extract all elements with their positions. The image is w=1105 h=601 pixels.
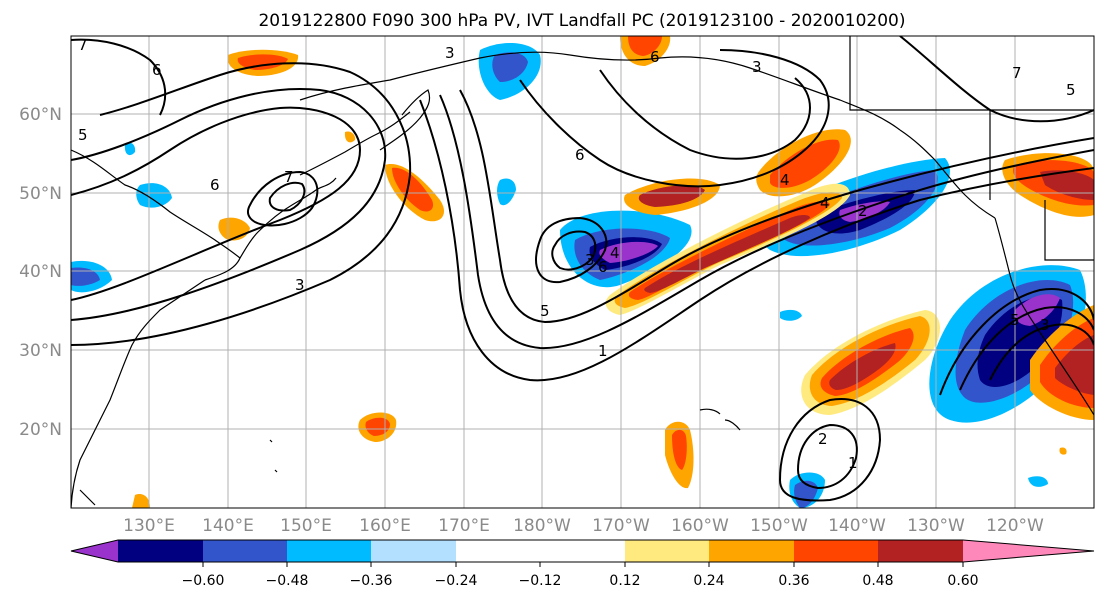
lat-label: 50°N [19,184,62,204]
lon-label: 160°E [359,516,411,536]
lat-label: 20°N [19,420,62,440]
colorbar-swatch [203,540,287,562]
contour-label: 6 [650,48,660,66]
lon-label: 140°W [828,516,886,536]
contour-label: 1 [598,342,608,360]
contour-label: 7 [1012,64,1022,82]
colorbar-tick-label: 0.12 [609,573,640,589]
contour-label: 1 [848,454,858,472]
graticule [71,36,1094,508]
contour-label: 3 [1040,316,1050,334]
colorbar-low-extend [71,540,118,562]
colorbar-outline [70,539,1095,563]
lon-label: 130°E [123,516,175,536]
colorbar-tick-label: −0.60 [182,573,225,589]
lon-label: 140°E [202,516,254,536]
colorbar-tick-label: −0.48 [266,573,309,589]
contour-label: 7 [284,168,294,186]
lat-label: 30°N [19,341,62,361]
contour-label: 7 [78,36,88,54]
lon-label: 130°W [907,516,965,536]
contour-label: 6 [152,61,162,79]
lon-label: 170°E [438,516,490,536]
colorbar-swatch [540,540,625,562]
colorbar-tick-label: 0.48 [862,573,893,589]
contour-label: 5 [1066,81,1076,99]
colorbar-swatch [625,540,709,562]
contour-label: 4 [780,171,790,189]
shading-negative [71,43,1086,508]
colorbar-tick-label: −0.12 [519,573,562,589]
colorbar-swatch [287,540,371,562]
colorbar-tick-label: −0.24 [435,573,478,589]
colorbar-swatch [709,540,794,562]
colorbar-tick-label: 0.36 [778,573,809,589]
lon-label: 150°E [280,516,332,536]
contour-label: 2 [818,430,828,448]
colorbar-swatch [371,540,456,562]
lon-label: 150°W [750,516,808,536]
contour-label: 5 [78,126,88,144]
shading-positive [132,36,1094,508]
figure-title: 2019122800 F090 300 hPa PV, IVT Landfall… [258,11,905,31]
contour-label: 3 [585,251,595,269]
lat-label: 40°N [19,262,62,282]
colorbar-tick-label: 0.60 [947,573,978,589]
contour-label: 3 [445,44,455,62]
lon-label: 170°W [592,516,650,536]
colorbar-high-extend [963,540,1094,562]
colorbar-swatch [794,540,878,562]
contour-labels: 6 7 6 5 3 3 7 6 5 3 6 6 4 3 4 2 4 1 2 1 [78,36,1076,472]
contour-label: 3 [295,276,305,294]
contour-label: 5 [540,302,550,320]
pv-contours [71,36,1094,502]
lon-label: 160°W [671,516,729,536]
lat-label: 60°N [19,105,62,125]
contour-label: 2 [858,202,868,220]
contour-label: 5 [1010,311,1020,329]
map-frame [70,35,1095,509]
colorbar-swatch [456,540,540,562]
colorbar-tick-label: −0.36 [350,573,393,589]
contour-label: 3 [752,58,762,76]
colorbar: −0.60 −0.48 −0.36 −0.24 −0.12 0.12 0.24 … [70,539,1095,589]
contour-label: 6 [210,176,220,194]
colorbar-swatch [118,540,203,562]
colorbar-tick-label: 0.24 [693,573,724,589]
contour-label: 4 [820,194,830,212]
longitude-labels: 130°E 140°E 150°E 160°E 170°E 180°W 170°… [123,516,1044,536]
lon-label: 180°W [513,516,571,536]
latitude-labels: 20°N 30°N 40°N 50°N 60°N [19,105,62,440]
colorbar-swatch [878,540,963,562]
contour-label: 4 [610,244,620,262]
contour-label: 6 [575,146,585,164]
contour-label: 6 [598,258,608,276]
lon-label: 120°W [986,516,1044,536]
map-panel: 6 7 6 5 3 3 7 6 5 3 6 6 4 3 4 2 4 1 2 1 [70,35,1095,509]
